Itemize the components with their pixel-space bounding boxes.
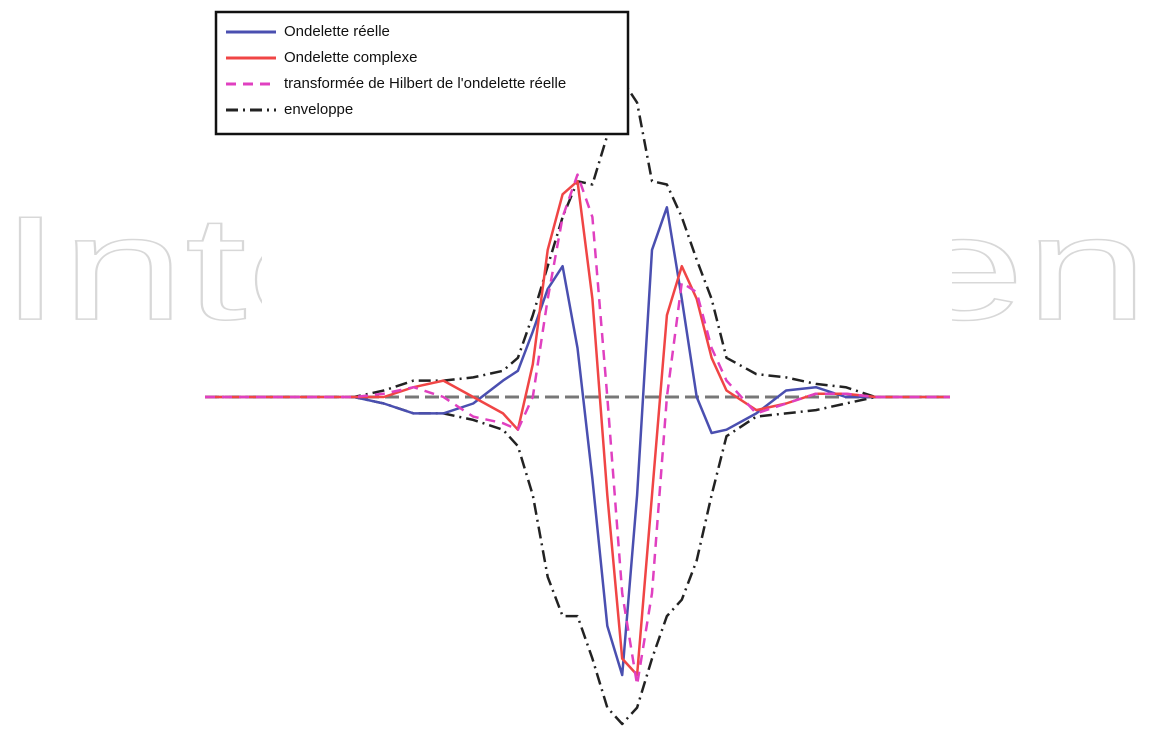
legend-label: enveloppe	[284, 101, 353, 118]
legend-label: Ondelette complexe	[284, 49, 417, 66]
legend-label: transformée de Hilbert de l'ondelette ré…	[284, 75, 566, 92]
series-line	[205, 395, 950, 726]
watermark-mask	[262, 170, 952, 380]
legend: Ondelette réelle Ondelette complexe transf…	[214, 10, 630, 136]
series-line	[205, 206, 950, 677]
legend-box	[214, 10, 630, 136]
legend-label: Ondelette réelle	[284, 23, 390, 40]
series-line	[205, 179, 950, 677]
series-line	[205, 173, 950, 687]
